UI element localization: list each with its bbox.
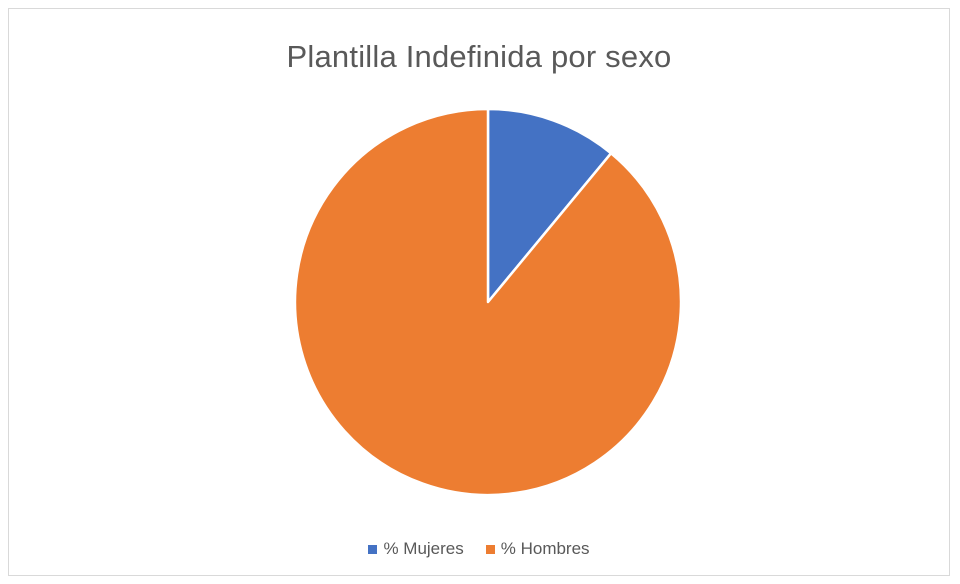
pie-chart (293, 107, 683, 497)
legend-item-0: % Mujeres (368, 539, 464, 559)
chart-frame: Plantilla Indefinida por sexo % Mujeres%… (8, 8, 950, 576)
pie-slice-1 (293, 107, 683, 497)
legend-label: % Hombres (500, 539, 590, 558)
legend-swatch (485, 544, 495, 554)
legend-swatch (368, 544, 378, 554)
pie-slice-0 (486, 107, 613, 304)
chart-title: Plantilla Indefinida por sexo (286, 39, 672, 74)
legend-item-1: % Hombres (485, 539, 590, 559)
legend-label: % Mujeres (383, 539, 464, 558)
chart-legend: % Mujeres % Hombres (9, 539, 949, 559)
